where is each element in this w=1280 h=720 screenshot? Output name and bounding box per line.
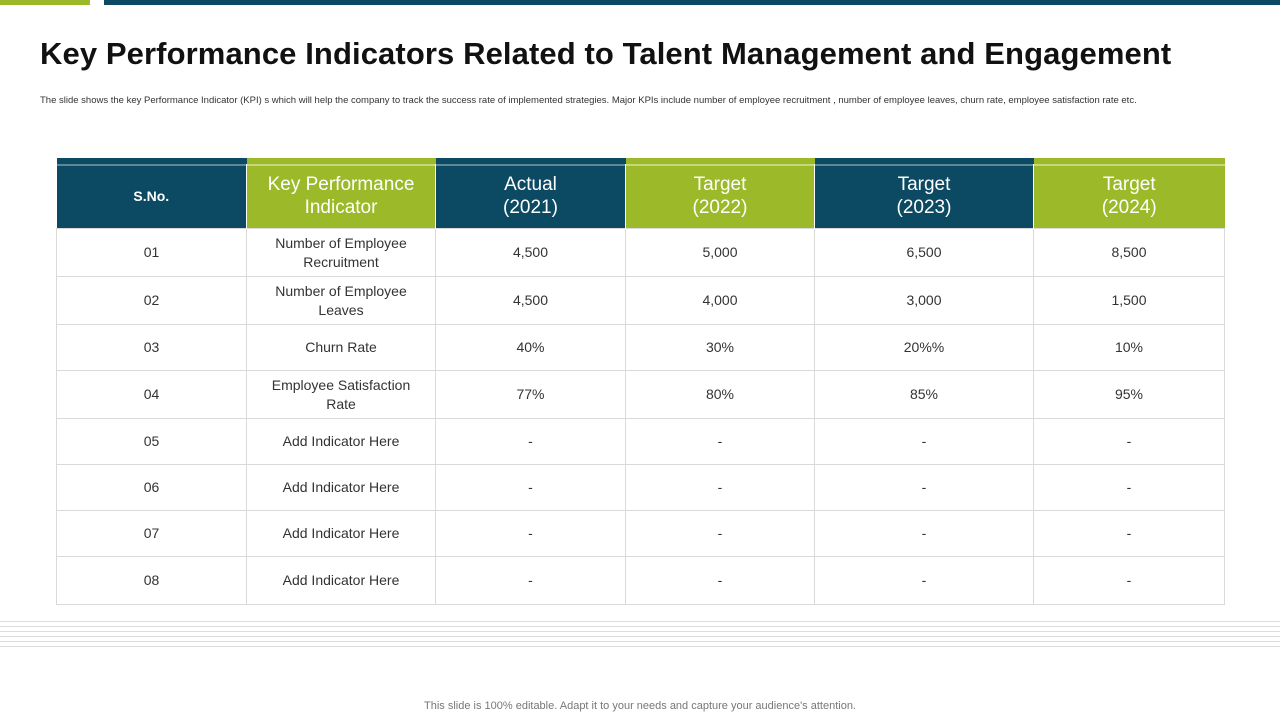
header-line2: (2021): [503, 197, 558, 218]
cell-target-2022: 5,000: [625, 228, 815, 277]
cell-sno: 01: [56, 228, 247, 277]
table-row: 02 Number of Employee Leaves 4,500 4,000…: [56, 276, 1225, 325]
cell-target-2023: 6,500: [814, 228, 1034, 277]
table-header-row: S.No. Key Performance Indicator Actual (20…: [56, 158, 1225, 229]
top-accent-bar-navy: [104, 0, 1280, 5]
cell-target-2024: -: [1033, 418, 1225, 465]
cell-sno: 03: [56, 324, 247, 371]
table-row: 01 Number of Employee Recruitment 4,500 …: [56, 228, 1225, 277]
cell-target-2024: 95%: [1033, 370, 1225, 419]
cell-actual-2021: 77%: [435, 370, 626, 419]
header-sno-label: S.No.: [133, 187, 170, 204]
header-line1: Actual: [504, 174, 557, 195]
cell-sno: 07: [56, 510, 247, 557]
cell-target-2024: -: [1033, 556, 1225, 605]
cell-target-2024: 8,500: [1033, 228, 1225, 277]
header-line1: Key Performance: [267, 174, 415, 195]
table-row: 05 Add Indicator Here - - - -: [56, 418, 1225, 465]
table-row: 08 Add Indicator Here - - - -: [56, 556, 1225, 605]
header-target-2024: Target (2024): [1033, 158, 1225, 229]
header-line2: (2022): [692, 197, 748, 218]
table-row: 04 Employee Satisfaction Rate 77% 80% 85…: [56, 370, 1225, 419]
cell-kpi: Employee Satisfaction Rate: [246, 370, 436, 419]
cell-actual-2021: 4,500: [435, 276, 626, 325]
cell-target-2023: 3,000: [814, 276, 1034, 325]
cell-sno: 06: [56, 464, 247, 511]
cell-actual-2021: -: [435, 510, 626, 557]
cell-target-2022: -: [625, 418, 815, 465]
cell-target-2023: -: [814, 464, 1034, 511]
cell-target-2022: -: [625, 464, 815, 511]
cell-target-2022: 80%: [625, 370, 815, 419]
cell-target-2022: -: [625, 556, 815, 605]
slide-title: Key Performance Indicators Related to Ta…: [40, 36, 1172, 71]
header-line1: Target: [1102, 174, 1156, 195]
table-row: 07 Add Indicator Here - - - -: [56, 510, 1225, 557]
header-line2: (2023): [896, 197, 952, 218]
cell-target-2024: -: [1033, 510, 1225, 557]
header-target-2022: Target (2022): [625, 158, 815, 229]
cell-target-2023: 85%: [814, 370, 1034, 419]
cell-target-2022: 30%: [625, 324, 815, 371]
cell-actual-2021: -: [435, 464, 626, 511]
header-sno: S.No.: [56, 158, 247, 229]
header-kpi: Key Performance Indicator: [246, 158, 436, 229]
cell-actual-2021: -: [435, 556, 626, 605]
header-line2: Indicator: [304, 197, 378, 218]
cell-target-2022: 4,000: [625, 276, 815, 325]
cell-sno: 08: [56, 556, 247, 605]
cell-actual-2021: 4,500: [435, 228, 626, 277]
header-target-2023: Target (2023): [814, 158, 1034, 229]
cell-target-2023: 20%%: [814, 324, 1034, 371]
cell-kpi: Number of Employee Recruitment: [246, 228, 436, 277]
cell-kpi: Add Indicator Here: [246, 556, 436, 605]
cell-kpi: Add Indicator Here: [246, 510, 436, 557]
cell-sno: 04: [56, 370, 247, 419]
cell-target-2023: -: [814, 510, 1034, 557]
slide-description: The slide shows the key Performance Indi…: [40, 95, 1137, 106]
header-line1: Target: [897, 174, 951, 195]
cell-kpi: Add Indicator Here: [246, 464, 436, 511]
cell-actual-2021: 40%: [435, 324, 626, 371]
cell-kpi: Number of Employee Leaves: [246, 276, 436, 325]
header-line1: Target: [693, 174, 747, 195]
decorative-stripes: [0, 621, 1280, 649]
slide-footer: This slide is 100% editable. Adapt it to…: [424, 700, 856, 712]
cell-target-2023: -: [814, 556, 1034, 605]
cell-actual-2021: -: [435, 418, 626, 465]
kpi-table: S.No. Key Performance Indicator Actual (20…: [56, 158, 1225, 605]
table-row: 03 Churn Rate 40% 30% 20%% 10%: [56, 324, 1225, 371]
cell-target-2023: -: [814, 418, 1034, 465]
top-accent-bar-green: [0, 0, 90, 5]
cell-kpi: Churn Rate: [246, 324, 436, 371]
cell-sno: 02: [56, 276, 247, 325]
header-actual-2021: Actual (2021): [435, 158, 626, 229]
cell-target-2024: -: [1033, 464, 1225, 511]
cell-target-2022: -: [625, 510, 815, 557]
cell-target-2024: 10%: [1033, 324, 1225, 371]
header-line2: (2024): [1101, 197, 1157, 218]
cell-target-2024: 1,500: [1033, 276, 1225, 325]
cell-sno: 05: [56, 418, 247, 465]
cell-kpi: Add Indicator Here: [246, 418, 436, 465]
table-row: 06 Add Indicator Here - - - -: [56, 464, 1225, 511]
